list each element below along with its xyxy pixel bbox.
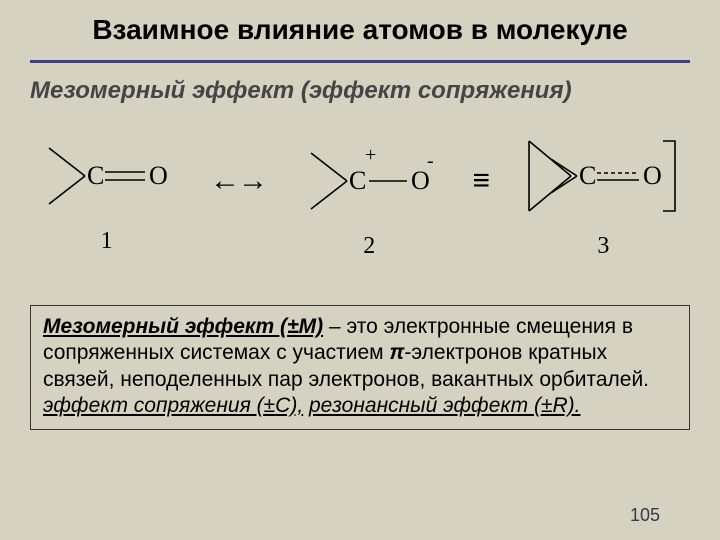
equivalence-icon: ≡: [473, 164, 491, 198]
structure-2-svg: C + O -: [299, 131, 439, 221]
svg-text:C: C: [579, 161, 596, 190]
resonance-arrow-icon: ←→: [210, 164, 266, 198]
structure-2-num: 2: [363, 233, 375, 260]
def-lead: Мезомерный эффект (±M): [43, 315, 323, 338]
slide-header: Взаимное влияние атомов в молекуле: [0, 0, 720, 52]
resonance-diagram: C O 1 ←→ C + O - 2 ≡: [0, 115, 720, 275]
slide-title: Взаимное влияние атомов в молекуле: [30, 14, 690, 46]
definition-text: Мезомерный эффект (±M) – это электронные…: [43, 314, 677, 419]
def-eff3: резонансный эффект (±R).: [309, 394, 580, 417]
page-number: 105: [630, 505, 660, 526]
definition-box: Мезомерный эффект (±M) – это электронные…: [30, 305, 690, 430]
svg-text:O: O: [643, 161, 662, 190]
svg-text:C: C: [87, 161, 104, 190]
pi-symbol: π: [389, 341, 404, 364]
structure-3: C O 3: [523, 131, 683, 260]
structure-1-svg: C O: [37, 136, 177, 216]
svg-text:-: -: [427, 150, 434, 172]
structure-2: C + O - 2: [299, 131, 439, 260]
structure-3-svg: C O: [523, 131, 683, 221]
svg-text:+: +: [365, 144, 376, 166]
structure-1: C O 1: [37, 136, 177, 255]
structure-1-num: 1: [101, 228, 113, 255]
svg-text:O: O: [149, 161, 168, 190]
svg-text:C: C: [349, 166, 366, 195]
structure-3-num: 3: [597, 233, 609, 260]
slide-subtitle: Мезомерный эффект (эффект сопряжения): [0, 63, 720, 115]
def-eff2: эффект сопряжения (±С),: [43, 394, 303, 417]
